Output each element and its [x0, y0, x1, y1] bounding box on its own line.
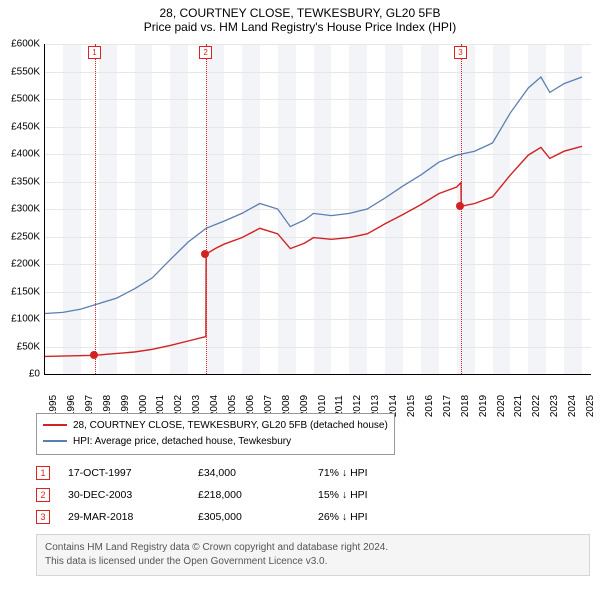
marker-box-1: 1 — [88, 46, 101, 59]
tx-date: 30-DEC-2003 — [68, 489, 198, 501]
y-tick-label: £0 — [0, 369, 40, 380]
x-tick-label: 2025 — [585, 395, 596, 417]
tx-pct: 71% ↓ HPI — [318, 467, 428, 479]
chart — [44, 44, 591, 375]
tx-index: 2 — [36, 488, 50, 502]
y-tick-label: £100K — [0, 314, 40, 325]
x-tick-label: 2018 — [460, 395, 471, 417]
y-tick-label: £50K — [0, 341, 40, 352]
marker-box-3: 3 — [454, 46, 467, 59]
legend-label: HPI: Average price, detached house, Tewk… — [73, 436, 291, 447]
tx-index: 1 — [36, 466, 50, 480]
y-tick-label: £450K — [0, 121, 40, 132]
x-tick-label: 2016 — [424, 395, 435, 417]
legend: 28, COURTNEY CLOSE, TEWKESBURY, GL20 5FB… — [36, 413, 395, 455]
legend-item: 28, COURTNEY CLOSE, TEWKESBURY, GL20 5FB… — [43, 418, 388, 434]
y-tick-label: £250K — [0, 231, 40, 242]
x-tick-label: 2019 — [478, 395, 489, 417]
marker-box-2: 2 — [199, 46, 212, 59]
page-title: 28, COURTNEY CLOSE, TEWKESBURY, GL20 5FB — [0, 0, 600, 20]
tx-index: 3 — [36, 510, 50, 524]
attribution: Contains HM Land Registry data © Crown c… — [36, 534, 590, 576]
x-tick-label: 2021 — [513, 395, 524, 417]
tx-pct: 26% ↓ HPI — [318, 511, 428, 523]
legend-item: HPI: Average price, detached house, Tewk… — [43, 434, 388, 450]
y-tick-label: £350K — [0, 176, 40, 187]
chart-lines — [45, 44, 591, 374]
x-tick-label: 2022 — [531, 395, 542, 417]
table-row: 3 29-MAR-2018£305,00026% ↓ HPI — [36, 506, 428, 528]
tx-date: 17-OCT-1997 — [68, 467, 198, 479]
tx-pct: 15% ↓ HPI — [318, 489, 428, 501]
attribution-line1: Contains HM Land Registry data © Crown c… — [45, 541, 581, 555]
tx-price: £218,000 — [198, 489, 318, 501]
y-tick-label: £600K — [0, 39, 40, 50]
transactions-table: 1 17-OCT-1997£34,00071% ↓ HPI 2 30-DEC-2003… — [36, 462, 428, 528]
legend-swatch — [43, 440, 67, 442]
x-tick-label: 2017 — [442, 395, 453, 417]
x-tick-label: 2023 — [549, 395, 560, 417]
x-tick-label: 2024 — [567, 395, 578, 417]
y-tick-label: £500K — [0, 94, 40, 105]
y-tick-label: £150K — [0, 286, 40, 297]
table-row: 1 17-OCT-1997£34,00071% ↓ HPI — [36, 462, 428, 484]
series-hpi — [45, 77, 582, 314]
y-tick-label: £200K — [0, 259, 40, 270]
y-tick-label: £300K — [0, 204, 40, 215]
series-property — [45, 146, 582, 356]
page-subtitle: Price paid vs. HM Land Registry's House … — [0, 20, 600, 38]
table-row: 2 30-DEC-2003£218,00015% ↓ HPI — [36, 484, 428, 506]
tx-price: £34,000 — [198, 467, 318, 479]
x-tick-label: 2020 — [496, 395, 507, 417]
legend-label: 28, COURTNEY CLOSE, TEWKESBURY, GL20 5FB… — [73, 420, 388, 431]
x-tick-label: 2015 — [406, 395, 417, 417]
tx-date: 29-MAR-2018 — [68, 511, 198, 523]
y-tick-label: £400K — [0, 149, 40, 160]
attribution-line2: This data is licensed under the Open Gov… — [45, 555, 581, 569]
legend-swatch — [43, 424, 67, 426]
y-tick-label: £550K — [0, 66, 40, 77]
tx-price: £305,000 — [198, 511, 318, 523]
